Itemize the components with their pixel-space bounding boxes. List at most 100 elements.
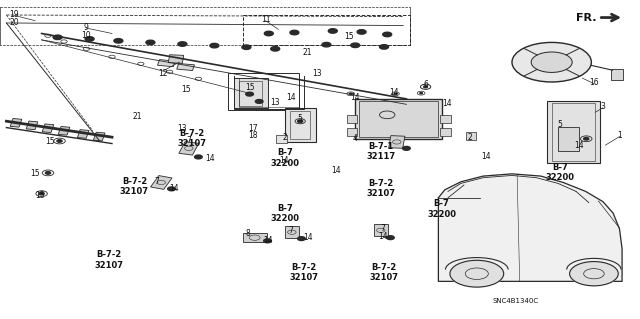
Circle shape <box>531 52 572 72</box>
Text: 1: 1 <box>617 131 622 140</box>
Text: 4: 4 <box>353 134 358 143</box>
Bar <box>290 111 310 139</box>
Bar <box>179 142 199 155</box>
Bar <box>177 63 195 70</box>
Text: 14: 14 <box>169 184 179 193</box>
Text: 5: 5 <box>557 120 563 129</box>
Circle shape <box>403 146 410 150</box>
Text: B-7-2
32107: B-7-2 32107 <box>120 177 149 196</box>
Text: 14: 14 <box>331 166 341 175</box>
Text: 7: 7 <box>380 224 385 233</box>
Text: 21: 21 <box>133 112 142 121</box>
Bar <box>77 130 89 138</box>
Circle shape <box>387 236 394 240</box>
Circle shape <box>290 30 299 35</box>
Circle shape <box>264 31 273 36</box>
Text: 14: 14 <box>350 93 360 102</box>
Bar <box>547 101 600 163</box>
Circle shape <box>584 137 589 140</box>
Circle shape <box>146 40 155 45</box>
Text: 14: 14 <box>574 141 584 150</box>
Bar <box>440 128 451 136</box>
Circle shape <box>298 120 303 122</box>
Bar <box>168 55 184 63</box>
Bar <box>374 224 388 236</box>
Circle shape <box>570 262 618 286</box>
Text: 13: 13 <box>177 124 188 133</box>
Text: B-7
32200: B-7 32200 <box>270 204 300 223</box>
Text: 7: 7 <box>186 137 191 145</box>
Text: B-7
32200: B-7 32200 <box>270 148 300 167</box>
Text: FR.: FR. <box>576 12 596 23</box>
Circle shape <box>328 29 337 33</box>
Circle shape <box>322 42 331 47</box>
Text: 14: 14 <box>303 233 314 242</box>
Text: B-7
32200: B-7 32200 <box>427 199 456 219</box>
Text: 13: 13 <box>312 69 322 78</box>
Text: 2: 2 <box>282 133 287 142</box>
Circle shape <box>246 92 253 96</box>
Bar <box>239 81 262 106</box>
Text: 8: 8 <box>246 229 251 238</box>
Text: 14: 14 <box>442 99 452 108</box>
Text: 3: 3 <box>600 102 605 111</box>
Bar <box>347 128 357 136</box>
Circle shape <box>195 155 202 159</box>
Bar <box>276 135 287 143</box>
Text: 14: 14 <box>262 236 273 245</box>
Text: 15: 15 <box>35 191 45 200</box>
Text: 14: 14 <box>388 88 399 97</box>
Circle shape <box>264 239 271 243</box>
Text: 6: 6 <box>423 80 428 89</box>
Bar <box>388 136 405 148</box>
Circle shape <box>53 35 62 40</box>
Bar <box>440 115 451 123</box>
Text: 9: 9 <box>84 23 89 32</box>
Text: 10: 10 <box>81 31 92 40</box>
Text: 2: 2 <box>467 133 472 142</box>
Bar <box>466 132 476 140</box>
Text: 14: 14 <box>286 93 296 102</box>
Bar <box>42 124 54 133</box>
Bar <box>558 127 579 151</box>
Text: B-7-2
32107: B-7-2 32107 <box>289 263 319 282</box>
Circle shape <box>39 192 44 195</box>
Text: 14: 14 <box>378 232 388 241</box>
Text: 17: 17 <box>248 124 258 133</box>
Bar <box>243 15 410 45</box>
Bar <box>347 115 357 123</box>
Text: 18: 18 <box>248 131 257 140</box>
Bar <box>93 132 105 141</box>
Circle shape <box>57 140 62 142</box>
Text: 14: 14 <box>481 152 492 161</box>
Circle shape <box>210 43 219 48</box>
Circle shape <box>420 93 422 94</box>
Bar <box>359 101 438 137</box>
Bar <box>285 226 299 238</box>
Text: B-7-2
32107: B-7-2 32107 <box>369 263 399 282</box>
Text: 15: 15 <box>244 83 255 92</box>
Text: 14: 14 <box>205 154 215 163</box>
Text: 5: 5 <box>297 114 302 123</box>
Circle shape <box>114 39 123 43</box>
Text: 14: 14 <box>278 156 289 165</box>
Text: 15: 15 <box>30 169 40 178</box>
Text: B-7-2
32107: B-7-2 32107 <box>177 129 207 148</box>
Text: SNC4B1340C: SNC4B1340C <box>492 299 538 304</box>
Circle shape <box>357 30 366 34</box>
Text: 21: 21 <box>303 48 312 57</box>
Circle shape <box>242 45 251 49</box>
Bar <box>58 126 70 135</box>
Text: 19: 19 <box>9 10 19 19</box>
Text: B-7-2
32107: B-7-2 32107 <box>94 250 124 270</box>
Bar <box>26 121 38 130</box>
Bar <box>611 69 623 80</box>
Circle shape <box>351 43 360 48</box>
Text: 20: 20 <box>9 19 19 27</box>
Bar <box>552 103 595 161</box>
Circle shape <box>168 187 175 191</box>
Bar <box>285 108 316 142</box>
Polygon shape <box>438 174 622 281</box>
Bar <box>10 118 22 127</box>
Text: 15: 15 <box>180 85 191 94</box>
